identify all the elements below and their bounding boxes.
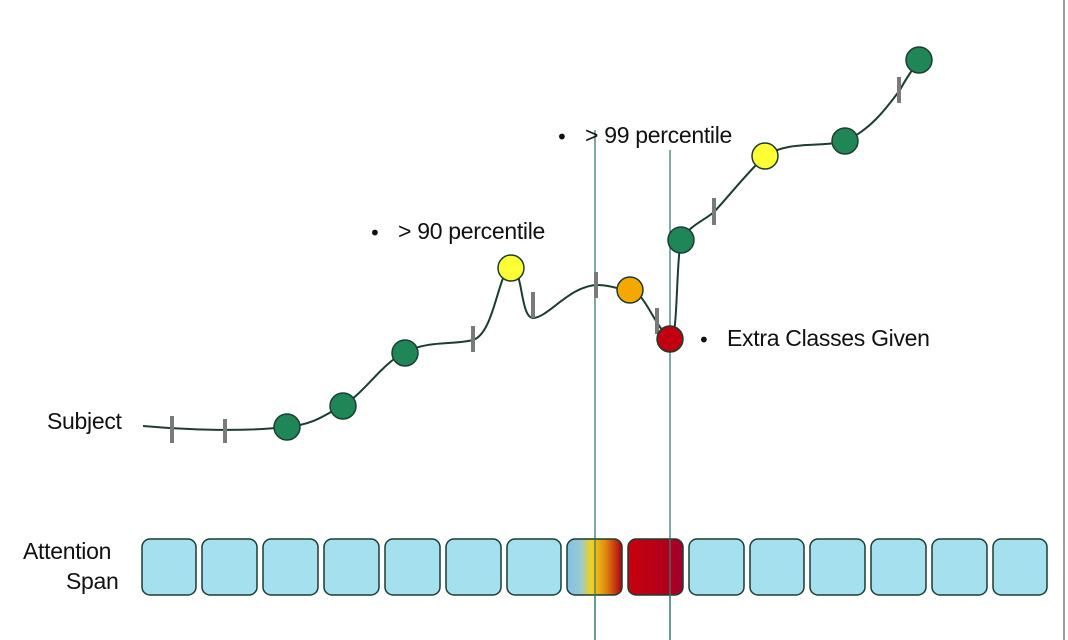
marker-green	[329, 392, 357, 420]
p90-label: > 90 percentile	[398, 218, 546, 244]
attention-cell	[262, 538, 319, 596]
bullet-extra: •	[698, 328, 710, 352]
attention-cell	[931, 538, 988, 596]
right-border	[1063, 0, 1065, 640]
marker-yellow	[751, 142, 779, 170]
marker-green	[905, 46, 933, 74]
p99-label: > 99 percentile	[585, 122, 733, 148]
subject-curve	[142, 59, 920, 431]
attention-span-row	[141, 538, 1048, 596]
attention-cell	[809, 538, 866, 596]
extra-classes-label: Extra Classes Given	[727, 325, 930, 351]
marker-yellow	[497, 254, 525, 282]
attention-cell	[506, 538, 562, 596]
attention-cell	[323, 538, 380, 596]
curve-markers	[273, 46, 933, 441]
marker-green	[391, 339, 419, 367]
marker-green	[273, 413, 301, 441]
marker-red	[656, 325, 684, 353]
attention-cell	[384, 538, 441, 596]
bullet-p99: •	[556, 125, 568, 149]
attention-cell	[201, 538, 258, 596]
marker-green	[831, 127, 859, 155]
attention-cell-red	[627, 538, 684, 596]
attention-cell	[445, 538, 502, 596]
attention-cell	[749, 538, 805, 596]
marker-green	[667, 226, 695, 254]
attention-cell	[992, 538, 1048, 596]
curve-ticks	[170, 77, 901, 443]
bullet-p90: •	[369, 221, 381, 245]
marker-orange	[616, 276, 644, 304]
attention-cell	[141, 538, 197, 596]
attention-label-line2: Span	[66, 568, 119, 594]
subject-label: Subject	[47, 408, 122, 434]
attention-label-line1: Attention	[23, 538, 112, 564]
attention-cell	[688, 538, 745, 596]
attention-cell	[870, 538, 927, 596]
